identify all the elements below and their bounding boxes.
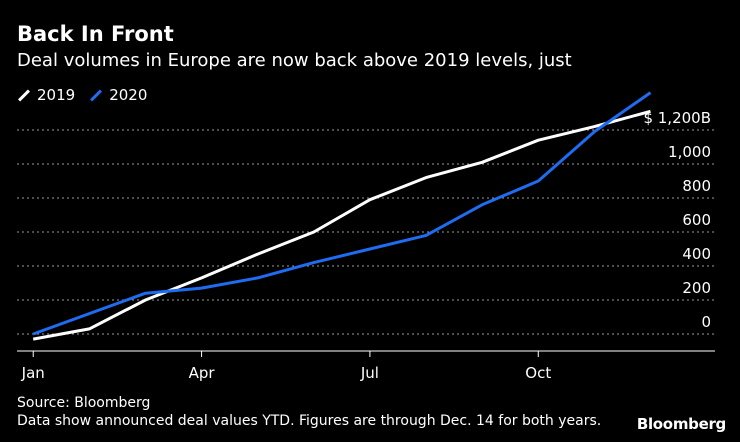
chart-subtitle: Deal volumes in Europe are now back abov…	[17, 50, 572, 71]
chart-title: Back In Front	[17, 22, 174, 46]
x-tick-label-Jul: Jul	[360, 364, 379, 382]
legend-label-2020: 2020	[109, 86, 148, 104]
y-tick-label-1200: $ 1,200B	[643, 109, 711, 127]
legend-item-2020: 2020	[89, 86, 147, 104]
legend-label-2019: 2019	[37, 86, 76, 104]
x-tick-label-Oct: Oct	[525, 364, 551, 382]
legend: 2019 2020	[17, 86, 161, 104]
x-tick-label-Jan: Jan	[21, 364, 45, 382]
y-tick-label-1000: 1,000	[668, 143, 711, 161]
y-tick-label-600: 600	[682, 211, 711, 229]
data-note: Data show announced deal values YTD. Fig…	[17, 413, 602, 429]
bloomberg-logo: Bloomberg	[636, 415, 726, 433]
series-line-2020	[32, 91, 652, 336]
legend-item-2019: 2019	[17, 86, 75, 104]
x-tick-label-Apr: Apr	[189, 364, 216, 382]
series-line-2019	[32, 109, 651, 341]
source-note: Source: Bloomberg	[17, 395, 151, 411]
y-tick-label-400: 400	[682, 245, 711, 263]
y-tick-label-800: 800	[682, 177, 711, 195]
y-tick-label-0: 0	[701, 313, 711, 331]
y-tick-label-200: 200	[682, 279, 711, 297]
